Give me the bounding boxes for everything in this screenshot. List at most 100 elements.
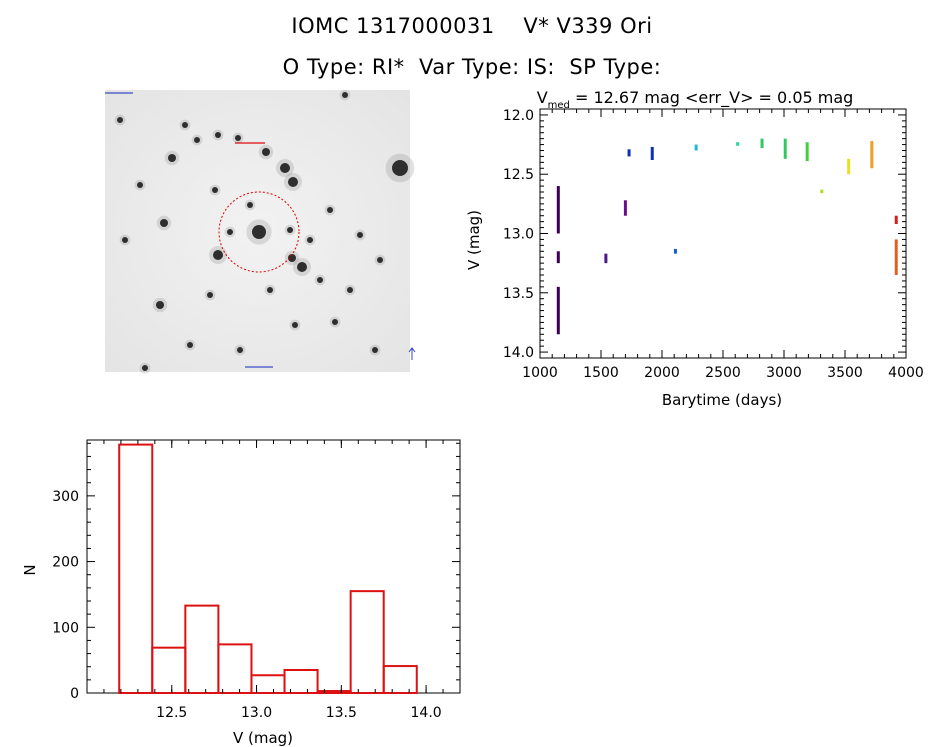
- star-halo-11: [209, 246, 227, 264]
- lc-point-cluster: [627, 149, 631, 157]
- star-18: [207, 292, 213, 298]
- star-halo-23: [119, 234, 131, 246]
- lc-point-cluster: [556, 251, 560, 264]
- blue-label-mark: [105, 92, 133, 94]
- light-curve-ylabel: V (mag): [465, 210, 483, 270]
- north-arrow-icon: [408, 347, 416, 360]
- star-28: [142, 365, 148, 371]
- light-curve-xlabel: Barytime (days): [662, 391, 782, 409]
- star-halo-29: [354, 229, 366, 241]
- light-curve-frame: [539, 108, 907, 359]
- star-halo-20: [329, 316, 341, 328]
- lc-xtick-label: 2000: [644, 365, 680, 381]
- star-halo-13: [284, 250, 300, 266]
- lc-xtick-label: 4000: [888, 365, 924, 381]
- star-halo-1: [385, 153, 415, 183]
- lc-point-cluster: [820, 189, 824, 194]
- star-15: [227, 229, 233, 235]
- star-12: [297, 262, 307, 272]
- lc-ytick-label: 13.0: [503, 227, 534, 243]
- lc-point-cluster: [783, 138, 787, 159]
- star-29: [357, 232, 363, 238]
- star-halo-25: [374, 254, 386, 266]
- star-2: [280, 163, 290, 173]
- star-halo-15: [224, 226, 236, 238]
- star-25: [377, 257, 383, 263]
- star-halo-8: [212, 129, 224, 141]
- star-halo-16: [284, 224, 296, 236]
- lc-point-cluster: [894, 239, 898, 275]
- histogram-ylabel: N: [21, 564, 39, 575]
- lc-point-cluster: [623, 200, 627, 216]
- star-10: [160, 219, 168, 227]
- star-halo-6: [191, 134, 203, 146]
- histogram-frame: [86, 439, 461, 694]
- star-halo-26: [184, 339, 196, 351]
- hist-ytick-label: 0: [70, 686, 79, 702]
- histogram-bar: [283, 669, 319, 694]
- star-halo-7: [179, 119, 191, 131]
- histogram-bar: [151, 646, 187, 695]
- star-24: [347, 287, 353, 293]
- star-14: [307, 237, 313, 243]
- star-32: [372, 347, 378, 353]
- star-halo-36: [264, 284, 276, 296]
- star-halo-3: [284, 173, 302, 191]
- hist-ytick-label: 200: [52, 555, 79, 571]
- star-11: [213, 250, 223, 260]
- lc-xtick-label: 3000: [766, 365, 802, 381]
- star-23: [122, 237, 128, 243]
- star-halo-35: [209, 184, 221, 196]
- lc-point-cluster: [694, 144, 698, 151]
- star-3: [288, 177, 298, 187]
- star-halo-12: [293, 258, 311, 276]
- star-33: [117, 117, 123, 123]
- star-field-image: [105, 90, 416, 374]
- histogram-chart: 12.5 13.0 13.5 14.0 0 100 200 300 V (mag) N: [21, 439, 461, 747]
- star-22: [137, 182, 143, 188]
- histogram-xlabel: V (mag): [233, 729, 293, 747]
- histogram-bar: [316, 690, 352, 694]
- star-8: [215, 132, 221, 138]
- star-halo-2: [276, 159, 294, 177]
- lc-xtick-label: 1500: [583, 365, 619, 381]
- histogram-bar: [382, 665, 418, 695]
- chart-title-line1: IOMC 1317000031 V* V339 Ori: [291, 14, 653, 38]
- star-17: [156, 301, 164, 309]
- stars-group: [114, 90, 415, 374]
- lc-point-cluster: [556, 286, 560, 335]
- star-36: [267, 287, 273, 293]
- star-34: [342, 92, 348, 98]
- star-13: [288, 254, 296, 262]
- hist-xtick-label: 12.5: [156, 705, 187, 721]
- star-7: [182, 122, 188, 128]
- star-halo-32: [369, 344, 381, 356]
- lc-xtick-label: 3500: [827, 365, 863, 381]
- histogram-bar: [349, 590, 385, 694]
- star-0: [252, 225, 266, 239]
- star-halo-21: [289, 319, 301, 331]
- star-halo-27: [234, 344, 246, 356]
- star-halo-31: [324, 204, 336, 216]
- star-halo-34: [339, 90, 351, 101]
- star-halo-24: [344, 284, 356, 296]
- star-9: [235, 135, 241, 141]
- star-halo-4: [258, 144, 274, 160]
- lc-xtick-label: 1000: [522, 365, 558, 381]
- star-halo-10: [156, 215, 172, 231]
- star-5: [168, 154, 176, 162]
- lc-xtick-label: 2500: [705, 365, 741, 381]
- histogram-bar: [184, 604, 220, 695]
- lc-ytick-label: 13.5: [503, 286, 534, 302]
- blue-label-mark-bottom: [245, 366, 273, 368]
- histogram-axes: 12.5 13.0 13.5 14.0 0 100 200 300: [52, 440, 460, 721]
- light-curve-title: Vmed = 12.67 mag <err_V> = 0.05 mag: [537, 88, 854, 111]
- star-27: [237, 347, 243, 353]
- hist-ytick-label: 300: [52, 489, 79, 505]
- star-26: [187, 342, 193, 348]
- lc-point-cluster: [847, 158, 851, 175]
- star-halo-28: [139, 362, 151, 374]
- lc-ytick-label: 12.0: [503, 108, 534, 124]
- lc-ytick-label: 12.5: [503, 167, 534, 183]
- chart-title-line2: O Type: RI* Var Type: IS: SP Type:: [282, 55, 662, 79]
